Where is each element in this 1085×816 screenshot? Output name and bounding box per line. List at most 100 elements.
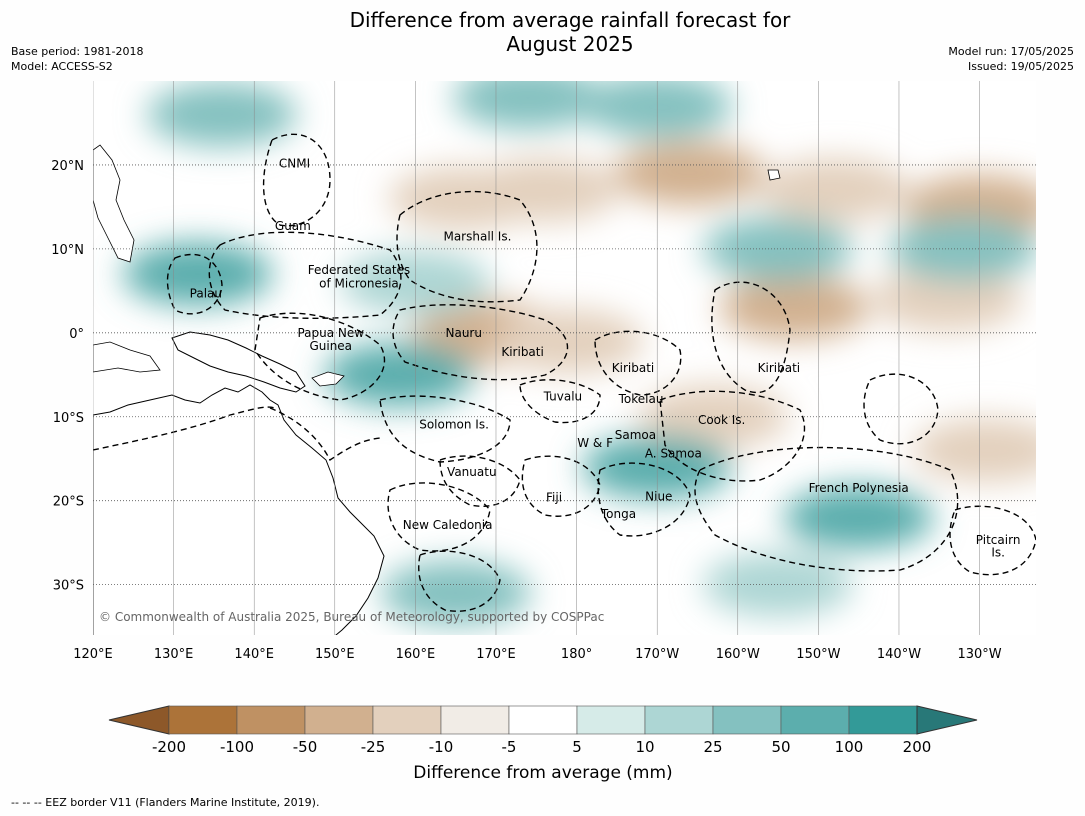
region-label: Vanuatu bbox=[447, 465, 497, 479]
longitude-tick-label: 170°E bbox=[476, 647, 516, 662]
colorbar-segment bbox=[848, 705, 918, 735]
region-label: Papua New bbox=[297, 326, 364, 340]
region-label: Guinea bbox=[309, 339, 352, 353]
eez-kiribati-line bbox=[711, 281, 791, 394]
base-period: Base period: 1981-2018 bbox=[11, 45, 144, 58]
colorbar-segment bbox=[508, 705, 578, 735]
colorbar-segment bbox=[304, 705, 374, 735]
colorbar-tick-label: 100 bbox=[835, 738, 864, 756]
colorbar-tick-label: -5 bbox=[502, 738, 517, 756]
longitude-tick-label: 130°W bbox=[957, 647, 1001, 662]
region-label: Fiji bbox=[546, 490, 562, 504]
colorbar: -200 -100 -50 -25 -10 -5 5 10 25 50 100 200 Differe… bbox=[108, 705, 978, 783]
colorbar-tick-label: -10 bbox=[429, 738, 454, 756]
longitude-tick-label: 180° bbox=[561, 647, 592, 662]
model-info: Base period: 1981-2018 Model: ACCESS-S2 bbox=[11, 44, 143, 74]
eez-nauru-kiribati bbox=[392, 304, 569, 381]
eez-cnmi bbox=[262, 133, 331, 227]
colorbar-tick-label: -100 bbox=[220, 738, 254, 756]
anomaly-region bbox=[872, 267, 1023, 332]
latitude-tick-label: 20°S bbox=[53, 495, 84, 510]
eez-palau bbox=[166, 253, 223, 315]
colorbar-title: Difference from average (mm) bbox=[413, 763, 672, 783]
eez-indonesia bbox=[93, 406, 276, 451]
region-label: Is. bbox=[991, 546, 1005, 560]
colorbar-segment bbox=[372, 705, 442, 735]
new-britain-land bbox=[311, 371, 345, 387]
region-label: Guam bbox=[275, 219, 311, 233]
colorbar-tick-label: -50 bbox=[293, 738, 318, 756]
region-label: Marshall Is. bbox=[443, 229, 511, 243]
region-label: Palau bbox=[190, 286, 222, 300]
region-label: W & F bbox=[577, 436, 613, 450]
eez-tuvalu bbox=[519, 379, 601, 424]
eez-solomon bbox=[379, 395, 511, 463]
region-label: French Polynesia bbox=[809, 481, 909, 495]
region-label: Tuvalu bbox=[543, 390, 583, 404]
longitude-tick-label: 170°W bbox=[635, 647, 679, 662]
region-label: CNMI bbox=[279, 156, 310, 170]
latitude-tick-label: 30°S bbox=[53, 579, 84, 594]
colorbar-tick-label: 10 bbox=[635, 738, 654, 756]
anomaly-region bbox=[759, 158, 910, 223]
colorbar-tick-label: 200 bbox=[903, 738, 932, 756]
region-label: Cook Is. bbox=[698, 413, 745, 427]
region-label: Kiribati bbox=[501, 345, 543, 359]
latitude-tick-label: 10°S bbox=[53, 411, 84, 426]
anomaly-region bbox=[719, 275, 870, 340]
eez-french-polynesia-east bbox=[863, 373, 939, 445]
map-title-line1: Difference from average rainfall forecas… bbox=[349, 8, 791, 32]
eez-cook bbox=[659, 390, 806, 482]
new-guinea-land bbox=[171, 331, 306, 393]
anomaly-region bbox=[888, 216, 1036, 281]
region-label: Solomon Is. bbox=[419, 417, 489, 431]
longitude-labels: 120°E 130°E 140°E 150°E 160°E 170°E 180° 170°W 1… bbox=[73, 647, 1002, 662]
anomaly-region bbox=[469, 158, 620, 223]
model-run: Model run: 17/05/2025 bbox=[948, 45, 1074, 58]
anomaly-region bbox=[122, 242, 273, 307]
indonesia-land bbox=[93, 341, 161, 373]
region-label: Niue bbox=[645, 490, 672, 504]
colorbar-segment bbox=[712, 705, 782, 735]
longitude-tick-label: 140°W bbox=[877, 647, 921, 662]
region-label: Nauru bbox=[446, 326, 482, 340]
region-label: Tonga bbox=[600, 507, 636, 521]
rainfall-anomaly-field bbox=[122, 81, 1036, 626]
australia-land bbox=[93, 384, 385, 635]
eez-png bbox=[254, 312, 386, 401]
map-title: Difference from average rainfall forecas… bbox=[0, 8, 1085, 56]
landmasses bbox=[93, 144, 781, 635]
copyright-notice: © Commonwealth of Australia 2025, Bureau… bbox=[99, 610, 604, 624]
region-label: Kiribati bbox=[612, 361, 654, 375]
eez-pitcairn bbox=[949, 505, 1036, 576]
plot-area: © Commonwealth of Australia 2025, Bureau… bbox=[93, 81, 1036, 635]
eez-french-polynesia bbox=[694, 446, 959, 572]
longitude-tick-label: 160°E bbox=[396, 647, 436, 662]
anomaly-region bbox=[703, 552, 854, 617]
colorbar-under-arrow bbox=[108, 705, 170, 735]
region-label: of Micronesia bbox=[319, 276, 399, 290]
eez-borders bbox=[93, 133, 1036, 612]
latitude-tick-label: 0° bbox=[69, 327, 84, 342]
colorbar-over-arrow bbox=[916, 705, 978, 735]
colorbar-segment bbox=[440, 705, 510, 735]
anomaly-region bbox=[912, 418, 1036, 483]
anomaly-region bbox=[324, 342, 475, 407]
eez-norfolk bbox=[418, 550, 501, 612]
longitude-tick-label: 160°W bbox=[716, 647, 760, 662]
eez-vanuatu bbox=[439, 455, 521, 507]
model-name: Model: ACCESS-S2 bbox=[11, 60, 113, 73]
colorbar-tick-label: -200 bbox=[152, 738, 186, 756]
philippines-land bbox=[93, 144, 135, 263]
map-title-line2: August 2025 bbox=[506, 32, 634, 56]
longitude-tick-label: 140°E bbox=[234, 647, 274, 662]
eez-fiji bbox=[521, 455, 601, 517]
colorbar-segment bbox=[236, 705, 306, 735]
colorbar-tick-label: -25 bbox=[361, 738, 386, 756]
region-label: Samoa bbox=[615, 428, 656, 442]
longitude-tick-label: 150°E bbox=[315, 647, 355, 662]
anomaly-region bbox=[638, 384, 789, 449]
region-label: Kiribati bbox=[758, 361, 800, 375]
anomaly-region bbox=[493, 309, 644, 374]
